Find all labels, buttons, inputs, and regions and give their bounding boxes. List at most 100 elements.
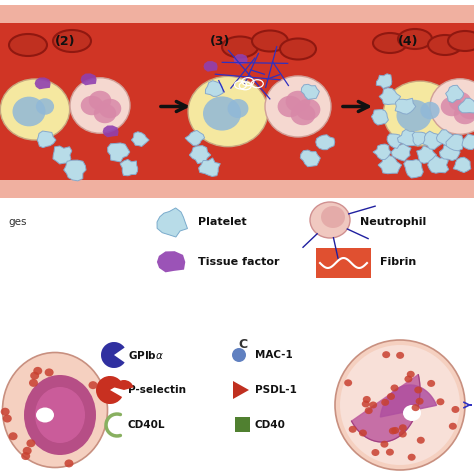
- Ellipse shape: [99, 99, 121, 118]
- Ellipse shape: [359, 429, 367, 437]
- Polygon shape: [157, 208, 188, 237]
- Ellipse shape: [35, 387, 85, 443]
- Ellipse shape: [420, 102, 439, 119]
- Ellipse shape: [344, 379, 352, 386]
- Ellipse shape: [265, 76, 331, 137]
- Polygon shape: [301, 84, 319, 100]
- Ellipse shape: [363, 396, 371, 403]
- Text: (4): (4): [398, 35, 418, 48]
- Wedge shape: [101, 342, 125, 368]
- Ellipse shape: [399, 424, 407, 431]
- Polygon shape: [412, 132, 428, 146]
- Text: MAC-1: MAC-1: [255, 350, 293, 360]
- Ellipse shape: [396, 100, 431, 131]
- Text: Fibrin: Fibrin: [380, 257, 416, 267]
- Ellipse shape: [362, 401, 370, 408]
- Ellipse shape: [27, 439, 36, 447]
- Ellipse shape: [2, 353, 108, 467]
- Ellipse shape: [9, 34, 47, 56]
- Ellipse shape: [228, 99, 248, 118]
- Ellipse shape: [36, 98, 54, 115]
- Text: CD40: CD40: [255, 420, 286, 430]
- Ellipse shape: [398, 29, 432, 49]
- Ellipse shape: [53, 30, 91, 52]
- Ellipse shape: [340, 345, 460, 465]
- Ellipse shape: [89, 91, 111, 110]
- Text: (3): (3): [210, 35, 230, 48]
- Ellipse shape: [94, 104, 116, 123]
- Polygon shape: [423, 131, 443, 149]
- Ellipse shape: [399, 430, 407, 438]
- Text: (2): (2): [55, 35, 75, 48]
- Ellipse shape: [70, 78, 130, 133]
- Ellipse shape: [381, 441, 389, 448]
- Polygon shape: [379, 88, 401, 104]
- FancyBboxPatch shape: [0, 5, 474, 198]
- Ellipse shape: [0, 408, 9, 416]
- Ellipse shape: [391, 427, 399, 434]
- Polygon shape: [397, 129, 417, 146]
- Polygon shape: [233, 381, 249, 399]
- Polygon shape: [446, 135, 464, 151]
- Polygon shape: [417, 146, 437, 164]
- Ellipse shape: [30, 372, 39, 380]
- Polygon shape: [437, 130, 454, 146]
- Ellipse shape: [9, 432, 18, 440]
- Polygon shape: [203, 61, 218, 72]
- Text: C: C: [238, 338, 247, 351]
- Ellipse shape: [278, 96, 302, 117]
- FancyBboxPatch shape: [316, 248, 371, 278]
- Polygon shape: [53, 146, 72, 164]
- Ellipse shape: [372, 449, 379, 456]
- Ellipse shape: [64, 459, 73, 467]
- Ellipse shape: [437, 398, 445, 405]
- Ellipse shape: [448, 31, 474, 51]
- Ellipse shape: [280, 38, 316, 60]
- Polygon shape: [373, 144, 391, 160]
- Ellipse shape: [411, 404, 419, 411]
- Text: GPIb$\alpha$: GPIb$\alpha$: [128, 349, 164, 361]
- Polygon shape: [395, 98, 416, 114]
- Polygon shape: [380, 385, 437, 417]
- Ellipse shape: [459, 100, 474, 119]
- Ellipse shape: [383, 81, 457, 146]
- Text: PSDL-1: PSDL-1: [255, 385, 297, 395]
- Ellipse shape: [416, 398, 424, 405]
- Ellipse shape: [12, 97, 46, 127]
- Polygon shape: [157, 251, 185, 273]
- Ellipse shape: [373, 33, 407, 53]
- Polygon shape: [387, 134, 403, 148]
- Ellipse shape: [296, 99, 320, 120]
- Polygon shape: [453, 157, 471, 173]
- Polygon shape: [81, 73, 97, 85]
- Polygon shape: [372, 109, 388, 125]
- Ellipse shape: [232, 348, 246, 362]
- Ellipse shape: [414, 386, 422, 393]
- FancyBboxPatch shape: [235, 417, 250, 432]
- Ellipse shape: [404, 375, 412, 383]
- Ellipse shape: [23, 447, 32, 455]
- Ellipse shape: [369, 401, 377, 409]
- Ellipse shape: [89, 381, 98, 389]
- Polygon shape: [103, 126, 118, 137]
- Ellipse shape: [0, 79, 70, 140]
- Polygon shape: [108, 143, 130, 162]
- Ellipse shape: [310, 202, 350, 238]
- Ellipse shape: [403, 405, 421, 421]
- Polygon shape: [199, 158, 220, 176]
- Ellipse shape: [382, 351, 390, 358]
- Polygon shape: [378, 155, 401, 174]
- Text: ges: ges: [8, 217, 27, 227]
- Polygon shape: [189, 146, 211, 164]
- Text: Platelet: Platelet: [198, 217, 246, 227]
- Ellipse shape: [203, 96, 241, 131]
- Ellipse shape: [81, 96, 103, 115]
- Polygon shape: [131, 132, 149, 146]
- Ellipse shape: [33, 367, 42, 375]
- Ellipse shape: [18, 40, 38, 50]
- Polygon shape: [35, 77, 51, 89]
- Polygon shape: [301, 150, 320, 167]
- Ellipse shape: [428, 35, 462, 55]
- Polygon shape: [462, 134, 474, 150]
- Ellipse shape: [349, 426, 357, 433]
